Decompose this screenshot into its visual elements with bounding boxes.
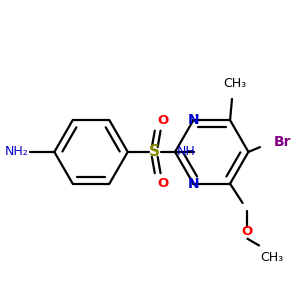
Text: NH: NH bbox=[176, 146, 195, 158]
Text: N: N bbox=[188, 177, 199, 191]
Text: CH₃: CH₃ bbox=[260, 250, 283, 264]
Text: O: O bbox=[158, 114, 169, 127]
Text: S: S bbox=[149, 144, 160, 159]
Text: N: N bbox=[188, 113, 199, 127]
Text: O: O bbox=[242, 226, 253, 238]
Text: CH₃: CH₃ bbox=[223, 77, 247, 90]
Text: Br: Br bbox=[274, 135, 291, 149]
Text: NH₂: NH₂ bbox=[4, 146, 28, 158]
Text: O: O bbox=[158, 177, 169, 190]
